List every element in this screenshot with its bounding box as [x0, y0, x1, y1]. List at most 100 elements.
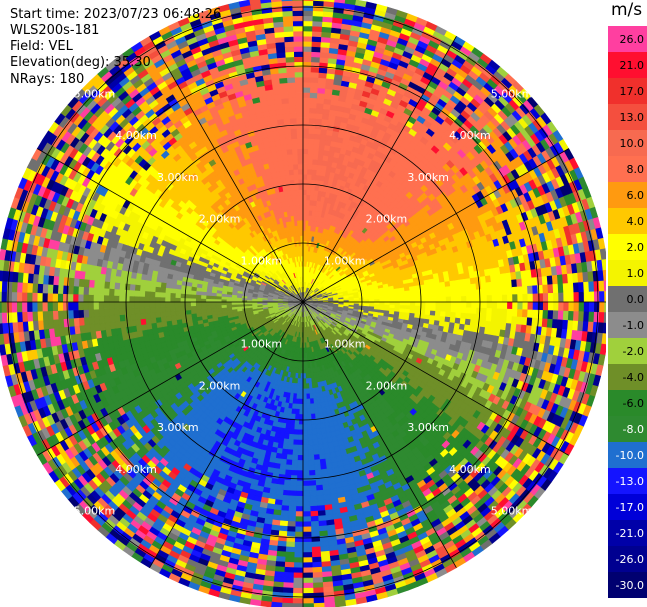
velocity-gate [294, 408, 300, 415]
velocity-gate [384, 298, 391, 303]
velocity-gate [399, 298, 406, 303]
velocity-gate [425, 292, 432, 299]
velocity-gate [290, 189, 296, 196]
velocity-gate [409, 293, 416, 299]
velocity-gate [185, 297, 191, 303]
velocity-gate [306, 184, 312, 191]
velocity-gate [164, 301, 171, 308]
velocity-gate [306, 424, 313, 431]
velocity-gate [296, 214, 301, 221]
velocity-gate [404, 294, 411, 299]
velocity-gate [298, 424, 304, 431]
velocity-gate [306, 403, 311, 410]
velocity-gate [302, 408, 308, 415]
velocity-gate [409, 289, 416, 295]
velocity-gate [414, 305, 421, 311]
velocity-gate [185, 305, 192, 311]
velocity-gate [424, 288, 431, 294]
velocity-gate [312, 438, 319, 446]
velocity-gate [298, 403, 304, 410]
velocity-gate [169, 301, 176, 307]
velocity-gate [169, 297, 176, 303]
velocity-gate [394, 298, 401, 303]
velocity-gate [374, 298, 381, 303]
velocity-gate [220, 301, 227, 306]
velocity-gate [210, 304, 217, 309]
velocity-gate [302, 393, 307, 400]
velocity-gate [174, 292, 181, 299]
velocity-gate [389, 298, 396, 303]
velocity-gate [425, 297, 432, 303]
velocity-gate [298, 408, 304, 415]
velocity-gate [302, 424, 308, 431]
velocity-gate [430, 306, 437, 312]
velocity-gate [291, 199, 297, 206]
velocity-gate [200, 305, 207, 310]
velocity-gate [311, 169, 318, 176]
velocity-gate [399, 294, 406, 299]
velocity-gate [399, 301, 406, 306]
velocity-gate [310, 408, 316, 415]
velocity-gate [425, 301, 432, 307]
velocity-gate [169, 292, 176, 298]
velocity-gate [409, 305, 416, 311]
velocity-gate [316, 433, 323, 440]
velocity-gate [394, 301, 401, 306]
velocity-gate [170, 310, 177, 317]
velocity-gate [159, 286, 167, 293]
velocity-gate [174, 297, 181, 303]
velocity-gate [159, 301, 166, 308]
velocity-gate [299, 393, 304, 400]
velocity-gate [200, 301, 207, 306]
velocity-gate [299, 383, 304, 390]
velocity-gate [302, 158, 309, 165]
velocity-gate [430, 297, 437, 303]
velocity-gate [284, 169, 290, 176]
velocity-gate [290, 184, 296, 191]
velocity-gate [170, 315, 177, 321]
velocity-gate [298, 173, 304, 180]
velocity-gate [289, 174, 295, 181]
ppi-plot: 1.00km1.00km1.00km1.00km2.00km2.00km2.00… [0, 0, 606, 607]
velocity-gate [404, 297, 411, 303]
velocity-gate [169, 306, 176, 312]
velocity-gate [399, 305, 406, 310]
velocity-gate [399, 290, 406, 296]
velocity-gate [185, 309, 192, 315]
velocity-gate [215, 304, 222, 309]
velocity-gate [311, 433, 318, 441]
velocity-gate [302, 194, 308, 201]
velocity-gate [440, 296, 447, 303]
velocity-gate [429, 283, 436, 289]
velocity-gate [299, 214, 304, 221]
velocity-gate [299, 219, 304, 226]
velocity-gate [226, 301, 232, 306]
velocity-gate [288, 428, 295, 435]
velocity-gate [294, 189, 300, 196]
velocity-gate [434, 282, 441, 289]
velocity-gate [384, 301, 391, 306]
velocity-gate [306, 173, 313, 180]
velocity-gate [297, 163, 304, 170]
velocity-gate [302, 403, 308, 410]
velocity-gate [379, 298, 386, 303]
velocity-gate [288, 433, 295, 441]
velocity-gate [302, 429, 308, 436]
velocity-gate [435, 292, 442, 298]
velocity-gate [288, 169, 295, 176]
velocity-gate [185, 301, 191, 307]
velocity-gate [306, 189, 312, 196]
velocity-gate [205, 304, 212, 310]
velocity-gate [430, 292, 437, 298]
velocity-gate [160, 316, 167, 323]
velocity-gate [311, 428, 318, 435]
velocity-gate [298, 194, 304, 201]
velocity-gate [305, 388, 310, 395]
velocity-gate [316, 428, 322, 435]
velocity-gate [174, 305, 181, 312]
velocity-gate [297, 434, 304, 441]
velocity-gate [306, 413, 312, 420]
velocity-gate [299, 209, 304, 216]
velocity-gate [164, 296, 171, 303]
velocity-gate [409, 297, 416, 303]
